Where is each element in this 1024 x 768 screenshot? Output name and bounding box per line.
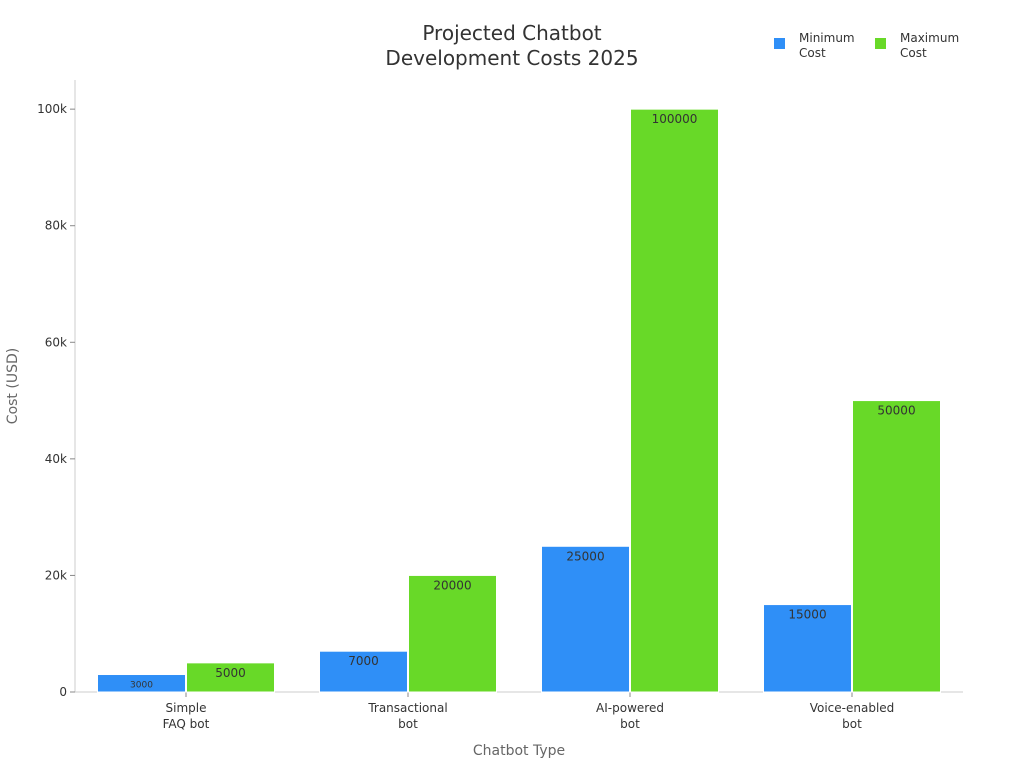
bar: [319, 650, 408, 693]
bar: [852, 400, 941, 693]
bar: [186, 662, 275, 693]
y-tick-label: 100k: [37, 102, 67, 116]
data-label: 20000: [433, 578, 471, 592]
y-tick-label: 60k: [45, 335, 67, 349]
axes: 0 20k 40k 60k 80k 100k Simple FAQ bot Transactio…: [37, 80, 963, 731]
bar: [541, 545, 630, 693]
x-tick-label: bot: [620, 717, 640, 731]
data-label: 3000: [130, 680, 153, 690]
legend-label: Cost: [900, 46, 927, 60]
data-label: 5000: [215, 666, 246, 680]
x-tick-label: Simple: [166, 701, 207, 715]
y-tick-label: 40k: [45, 452, 67, 466]
x-axis-title: Chatbot Type: [473, 743, 565, 759]
legend-label: Maximum: [900, 31, 959, 45]
y-tick-label: 0: [59, 685, 67, 699]
bar: [763, 604, 852, 693]
data-label: 100000: [652, 112, 698, 126]
y-tick-label: 80k: [45, 219, 67, 233]
data-label: 50000: [877, 404, 915, 418]
chart-title-line: Development Costs 2025: [385, 46, 638, 70]
legend-label: Minimum: [799, 31, 855, 45]
bar-labels: 3000 5000 7000 20000 25000 100000 15000 50000: [130, 112, 916, 690]
data-label: 15000: [788, 608, 826, 622]
legend-label: Cost: [799, 46, 826, 60]
chart-title-line: Projected Chatbot: [422, 21, 601, 45]
bar: [630, 108, 719, 693]
x-tick-label: bot: [398, 717, 418, 731]
bars: [97, 108, 941, 693]
data-label: 7000: [348, 654, 379, 668]
y-axis-title: Cost (USD): [5, 348, 21, 424]
data-label: 25000: [566, 549, 604, 563]
x-tick-label: Transactional: [367, 701, 447, 715]
x-tick-label: AI-powered: [596, 701, 664, 715]
x-tick-label: bot: [842, 717, 862, 731]
y-tick-label: 20k: [45, 568, 67, 582]
bar: [97, 674, 186, 693]
x-tick-label: Voice-enabled: [810, 701, 895, 715]
x-tick-label: FAQ bot: [163, 717, 210, 731]
bar: [408, 574, 497, 693]
legend-swatch: [875, 38, 886, 49]
legend-swatch: [774, 38, 785, 49]
